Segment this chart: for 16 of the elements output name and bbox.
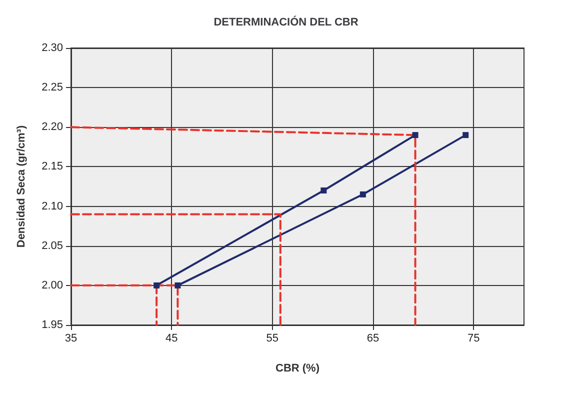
x-tick-label: 55 [266, 332, 278, 344]
y-tick-label: 1.95 [42, 319, 63, 331]
y-tick-label: 2.00 [42, 279, 63, 292]
y-tick-label: 2.10 [42, 200, 63, 212]
y-tick-label: 2.05 [42, 240, 63, 252]
x-tick-label: 45 [166, 332, 178, 344]
x-tick-label: 75 [468, 332, 480, 344]
y-tick-label: 2.15 [42, 160, 63, 173]
x-axis-title: CBR (%) [276, 362, 320, 374]
y-axis-title: Densidad Seca (gr/cm³) [16, 125, 28, 248]
y-tick-label: 2.25 [42, 82, 63, 94]
y-tick-label: 2.20 [42, 121, 63, 134]
chart-title: DETERMINACIÓN DEL CBR [214, 16, 358, 28]
x-tick-label: 65 [366, 332, 380, 344]
x-tick-label: 35 [64, 332, 78, 344]
y-tick-label: 2.30 [42, 42, 63, 54]
